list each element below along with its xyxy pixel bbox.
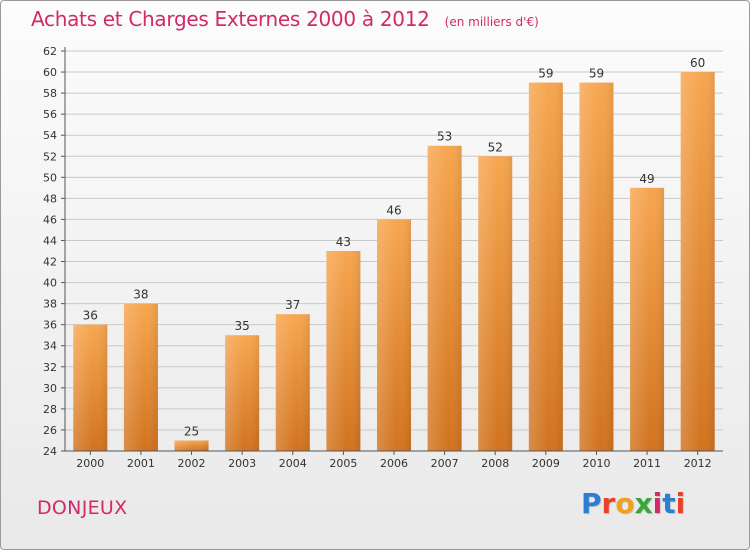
bar-value-label: 59: [589, 67, 604, 81]
bar-highlight: [579, 82, 614, 451]
bar-value-label: 37: [285, 298, 300, 312]
bar-value-label: 53: [437, 130, 452, 144]
bar-highlight: [427, 145, 462, 451]
x-tick-label: 2000: [76, 457, 104, 470]
x-axis: 2000 2001 2002 2003 2004 2005 2006 2007 2008 2009…: [65, 450, 723, 470]
logo-letter: i: [675, 487, 686, 520]
bar-highlight: [630, 187, 665, 451]
bar-highlight: [123, 303, 158, 451]
x-tick-label: 2009: [532, 457, 560, 470]
y-tick-label: 30: [43, 382, 57, 395]
bar-highlight: [73, 324, 108, 451]
bar-highlight: [680, 72, 715, 451]
x-tick-label: 2006: [380, 457, 408, 470]
y-tick-label: 38: [43, 298, 57, 311]
proxiti-logo[interactable]: Proxiti: [581, 487, 685, 520]
y-tick-label: 56: [43, 108, 57, 121]
commune-name: DONJEUX: [37, 497, 128, 519]
y-tick-label: 36: [43, 319, 57, 332]
bar-highlight: [225, 335, 260, 451]
bar-highlight: [326, 251, 361, 451]
bar-value-label: 36: [83, 309, 98, 323]
bar-value-label: 46: [386, 203, 401, 217]
y-tick-label: 60: [43, 66, 57, 79]
logo-letter: x: [634, 487, 653, 520]
bar-value-label: 38: [133, 288, 148, 302]
bar-value-label: 49: [639, 172, 654, 186]
x-tick-label: 2011: [633, 457, 661, 470]
y-tick-label: 34: [43, 340, 57, 353]
bar-value-label: 43: [336, 235, 351, 249]
bar-value-label: 35: [235, 319, 250, 333]
logo-letter: o: [615, 487, 635, 520]
logo-letter: t: [662, 487, 676, 520]
y-tick-label: 58: [43, 87, 57, 100]
y-tick-label: 52: [43, 150, 57, 163]
y-tick-label: 48: [43, 192, 57, 205]
x-tick-label: 2010: [582, 457, 610, 470]
y-tick-label: 26: [43, 424, 57, 437]
x-tick-label: 2004: [279, 457, 307, 470]
bars: 36 38 25 35 37 43 46 53 52 59 59 49 60: [73, 56, 715, 451]
y-tick-label: 44: [43, 234, 57, 247]
x-tick-label: 2007: [431, 457, 459, 470]
y-tick-label: 28: [43, 403, 57, 416]
y-tick-label: 42: [43, 256, 57, 269]
logo-letter: P: [581, 487, 602, 520]
chart-subtitle: (en milliers d'€): [444, 15, 539, 29]
x-tick-label: 2001: [127, 457, 155, 470]
y-tick-label: 54: [43, 129, 57, 142]
y-tick-label: 40: [43, 277, 57, 290]
bar-value-label: 59: [538, 67, 553, 81]
chart-title: Achats et Charges Externes 2000 à 2012: [31, 7, 430, 31]
bar-value-label: 25: [184, 424, 199, 438]
y-tick-label: 62: [43, 45, 57, 58]
x-tick-label: 2002: [178, 457, 206, 470]
x-tick-label: 2008: [481, 457, 509, 470]
bar-highlight: [174, 440, 209, 451]
title-block: Achats et Charges Externes 2000 à 2012 (…: [31, 7, 539, 31]
logo-letter: r: [601, 487, 616, 520]
x-tick-label: 2005: [329, 457, 357, 470]
bar-value-label: 52: [488, 140, 503, 154]
y-tick-label: 50: [43, 171, 57, 184]
bar-highlight: [528, 82, 563, 451]
y-tick-label: 32: [43, 361, 57, 374]
bar-highlight: [478, 156, 513, 451]
bar-value-label: 60: [690, 56, 705, 70]
y-tick-label: 24: [43, 445, 57, 458]
bar-highlight: [377, 219, 411, 451]
x-tick-label: 2012: [684, 457, 712, 470]
y-axis: 24 26 28 30 32 34 36 38 40 42 44 46 48 50 52 54 56 58 60 62: [43, 45, 66, 458]
logo-letter: i: [652, 487, 663, 520]
y-tick-label: 46: [43, 213, 57, 226]
x-tick-label: 2003: [228, 457, 256, 470]
bar-highlight: [275, 314, 310, 451]
